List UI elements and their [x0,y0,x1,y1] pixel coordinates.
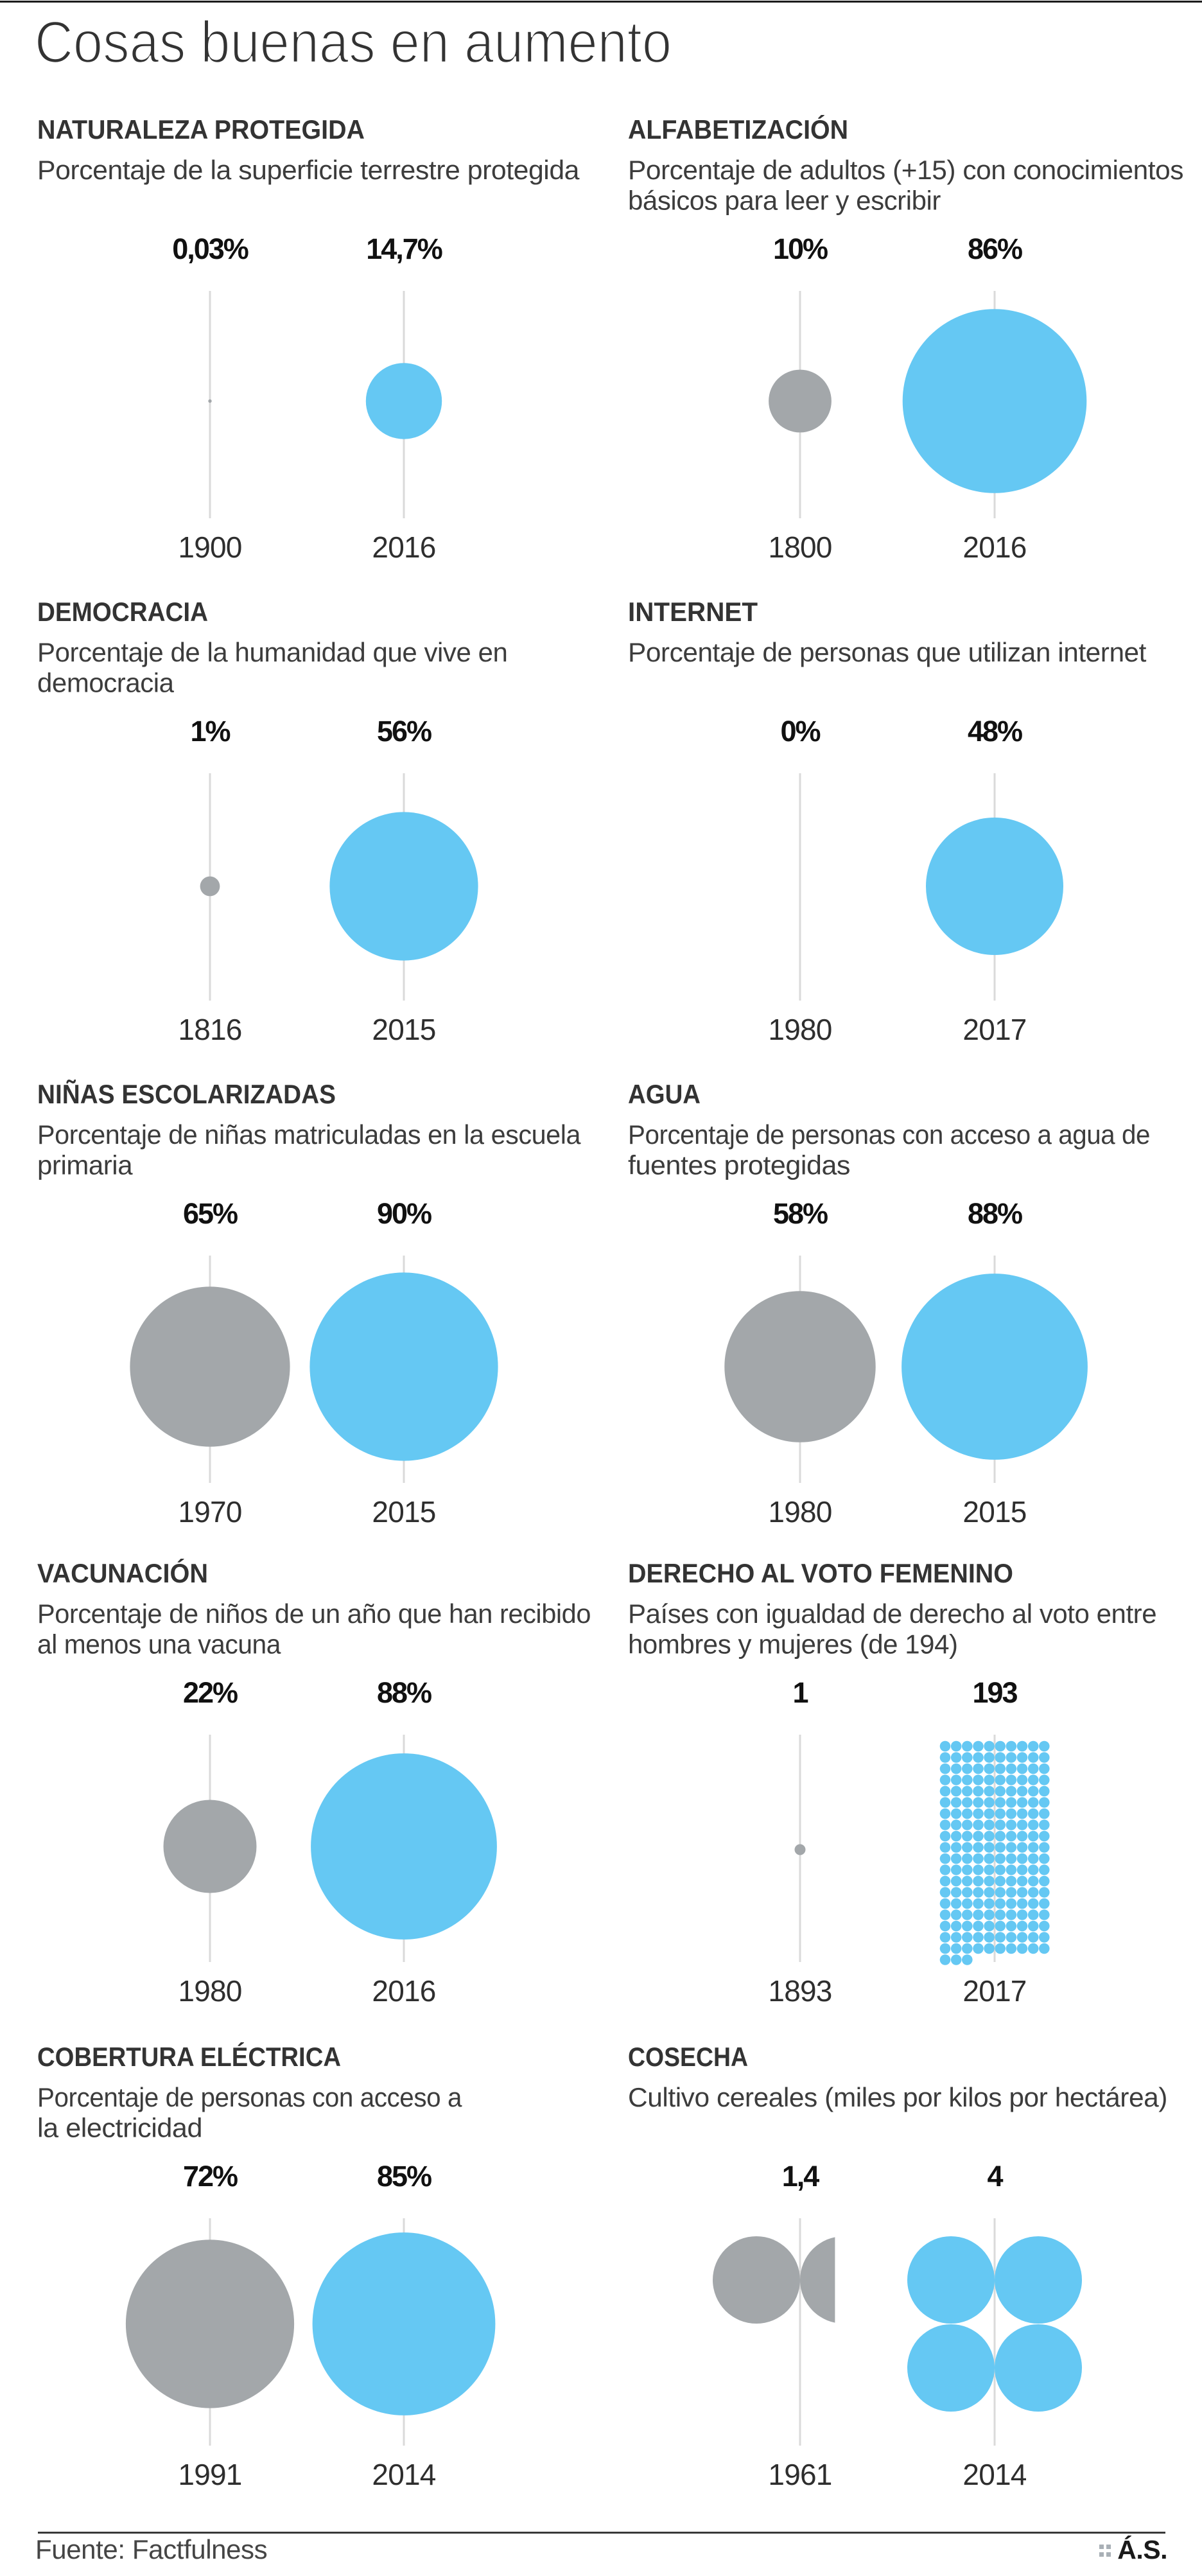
svg-text:ALFABETIZACIÓN: ALFABETIZACIÓN [628,114,848,145]
svg-text:COBERTURA ELÉCTRICA: COBERTURA ELÉCTRICA [37,2042,341,2072]
svg-text:2016: 2016 [372,1974,435,2008]
svg-text:1991: 1991 [178,2458,241,2491]
svg-text:2017: 2017 [962,1013,1026,1046]
svg-text:1816: 1816 [178,1013,241,1046]
svg-text:NATURALEZA PROTEGIDA: NATURALEZA PROTEGIDA [37,114,365,145]
svg-text:85%: 85% [377,2160,431,2193]
svg-text:Porcentaje de la superficie te: Porcentaje de la superficie terrestre pr… [37,155,580,185]
svg-text:COSECHA: COSECHA [628,2042,748,2072]
svg-text:NIÑAS ESCOLARIZADAS: NIÑAS ESCOLARIZADAS [37,1079,336,1109]
svg-text:Porcentaje de niños de un año: Porcentaje de niños de un año que han re… [37,1599,591,1629]
svg-text:48%: 48% [968,715,1022,748]
svg-text:58%: 58% [773,1197,828,1230]
svg-text:2015: 2015 [962,1495,1026,1529]
svg-text:AGUA: AGUA [628,1079,701,1109]
svg-text:Porcentaje de adultos (+15) co: Porcentaje de adultos (+15) con conocimi… [628,155,1183,185]
svg-text:72%: 72% [183,2160,238,2193]
svg-text:VACUNACIÓN: VACUNACIÓN [37,1557,208,1588]
svg-text:0,03%: 0,03% [172,232,248,265]
svg-text:1980: 1980 [768,1013,832,1046]
svg-text:14,7%: 14,7% [366,232,442,265]
svg-text:56%: 56% [377,715,431,748]
svg-text:2017: 2017 [962,1974,1026,2008]
svg-text:1970: 1970 [178,1495,241,1529]
svg-text:Porcentaje de niñas matriculad: Porcentaje de niñas matriculadas en la e… [37,1119,581,1150]
svg-text:193: 193 [972,1676,1017,1709]
svg-text:2015: 2015 [372,1013,435,1046]
svg-text:Cosas buenas en aumento: Cosas buenas en aumento [35,10,672,75]
svg-text:1893: 1893 [768,1974,832,2008]
svg-text:Cultivo cereales (miles por ki: Cultivo cereales (miles por kilos por he… [628,2082,1167,2112]
svg-text:2016: 2016 [372,530,435,564]
svg-text:Porcentaje de personas con acc: Porcentaje de personas con acceso a [37,2082,462,2112]
svg-text:fuentes protegidas: fuentes protegidas [628,1150,850,1180]
svg-text:2014: 2014 [372,2458,435,2491]
svg-text:1800: 1800 [768,530,832,564]
svg-text:Porcentaje de personas que uti: Porcentaje de personas que utilizan inte… [628,637,1147,667]
svg-text:DERECHO AL VOTO FEMENINO: DERECHO AL VOTO FEMENINO [628,1558,1013,1588]
svg-text:1980: 1980 [178,1974,241,2008]
svg-text:0%: 0% [780,715,820,748]
svg-text:DEMOCRACIA: DEMOCRACIA [37,597,208,627]
svg-text:22%: 22% [183,1676,238,1709]
svg-text:Países con igualdad de derecho: Países con igualdad de derecho al voto e… [628,1599,1156,1629]
svg-text:1900: 1900 [178,530,241,564]
svg-text:Fuente: Factfulness: Fuente: Factfulness [35,2534,267,2564]
svg-text:2015: 2015 [372,1495,435,1529]
svg-text:2016: 2016 [962,530,1026,564]
svg-text:básicos para leer y escribir: básicos para leer y escribir [628,186,941,216]
svg-text:1961: 1961 [768,2458,832,2491]
svg-text:86%: 86% [968,232,1022,265]
svg-text:1,4: 1,4 [782,2160,820,2193]
svg-text:INTERNET: INTERNET [628,597,758,627]
svg-text:4: 4 [987,2160,1003,2193]
svg-text:Porcentaje de la humanidad que: Porcentaje de la humanidad que vive en [37,637,507,667]
svg-text:65%: 65% [183,1197,238,1230]
svg-text:88%: 88% [377,1676,431,1709]
svg-text:1980: 1980 [768,1495,832,1529]
svg-text:1%: 1% [190,715,230,748]
svg-text:Á.S.: Á.S. [1117,2535,1167,2564]
svg-text:10%: 10% [773,232,828,265]
svg-text:democracia: democracia [37,668,175,698]
svg-text:2014: 2014 [962,2458,1026,2491]
svg-text:90%: 90% [377,1197,431,1230]
svg-text:88%: 88% [968,1197,1022,1230]
svg-text:al menos una vacuna: al menos una vacuna [37,1629,281,1660]
svg-text:Porcentaje de personas con acc: Porcentaje de personas con acceso a agua… [628,1119,1150,1150]
svg-text:primaria: primaria [37,1150,133,1180]
svg-text:hombres y mujeres (de 194): hombres y mujeres (de 194) [628,1629,958,1660]
svg-text:1: 1 [792,1676,808,1709]
svg-text:la electricidad: la electricidad [37,2113,202,2143]
